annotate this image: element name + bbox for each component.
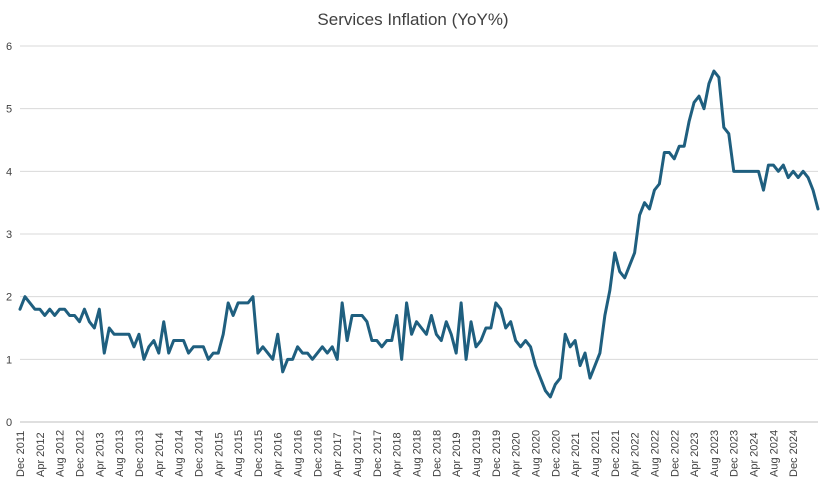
x-tick-label: Apr 2016 [273, 432, 285, 477]
x-tick-label: Aug 2012 [55, 430, 67, 477]
x-tick-label: Dec 2013 [134, 430, 146, 477]
x-tick-label: Aug 2017 [352, 430, 364, 477]
x-tick-label: Aug 2019 [471, 430, 483, 477]
y-tick-label: 4 [6, 166, 12, 178]
x-tick-label: Dec 2015 [253, 430, 265, 477]
x-tick-label: Apr 2015 [213, 432, 225, 477]
series-lines [18, 69, 820, 399]
x-tick-label: Aug 2021 [590, 430, 602, 477]
x-tick-label: Dec 2011 [15, 431, 27, 477]
x-tick-label: Apr 2012 [35, 432, 47, 477]
x-tick-label: Apr 2022 [630, 432, 642, 477]
x-tick-label: Aug 2022 [649, 430, 661, 477]
y-tick-label: 2 [6, 292, 12, 304]
y-tick-label: 1 [6, 354, 12, 366]
x-tick-label: Apr 2019 [451, 432, 463, 477]
x-tick-label: Dec 2014 [193, 430, 205, 477]
x-tick-label: Dec 2020 [550, 430, 562, 477]
x-tick-label: Aug 2024 [768, 430, 780, 477]
series-line [18, 69, 820, 399]
grid-lines [20, 45, 818, 423]
y-tick-label: 6 [6, 41, 12, 53]
x-tick-label: Dec 2021 [610, 430, 622, 477]
x-tick-label: Aug 2014 [174, 430, 186, 477]
y-tick-label: 0 [6, 417, 12, 429]
y-tick-label: 3 [6, 229, 12, 241]
x-tick-label: Dec 2024 [788, 430, 800, 477]
x-tick-label: Apr 2023 [689, 432, 701, 477]
x-tick-label: Aug 2015 [233, 430, 245, 477]
x-tick-label: Apr 2018 [392, 432, 404, 477]
x-tick-label: Apr 2013 [94, 432, 106, 477]
x-tick-label: Aug 2018 [412, 430, 424, 477]
y-tick-label: 5 [6, 104, 12, 116]
x-tick-label: Apr 2014 [154, 432, 166, 477]
y-axis-ticks: 0 1 2 3 4 5 6 [6, 41, 12, 429]
x-tick-label: Dec 2022 [669, 430, 681, 477]
x-tick-label: Dec 2016 [312, 430, 324, 477]
x-tick-label: Aug 2023 [709, 430, 721, 477]
x-tick-label: Dec 2017 [372, 430, 384, 477]
x-tick-label: Apr 2020 [511, 432, 523, 477]
x-tick-label: Apr 2021 [570, 432, 582, 477]
x-tick-label: Dec 2012 [74, 430, 86, 477]
x-tick-label: Aug 2013 [114, 430, 126, 477]
x-axis-ticks: Dec 2011 Apr 2012 Aug 2012 Dec 2012 Apr 2013… [15, 430, 800, 477]
chart-title: Services Inflation (YoY%) [317, 10, 508, 29]
x-tick-label: Aug 2020 [530, 430, 542, 477]
x-tick-label: Dec 2023 [729, 430, 741, 477]
x-tick-label: Dec 2018 [431, 430, 443, 477]
x-tick-label: Dec 2019 [491, 430, 503, 477]
x-tick-label: Apr 2024 [749, 432, 761, 477]
x-tick-label: Aug 2016 [293, 430, 305, 477]
x-tick-label: Apr 2017 [332, 432, 344, 477]
